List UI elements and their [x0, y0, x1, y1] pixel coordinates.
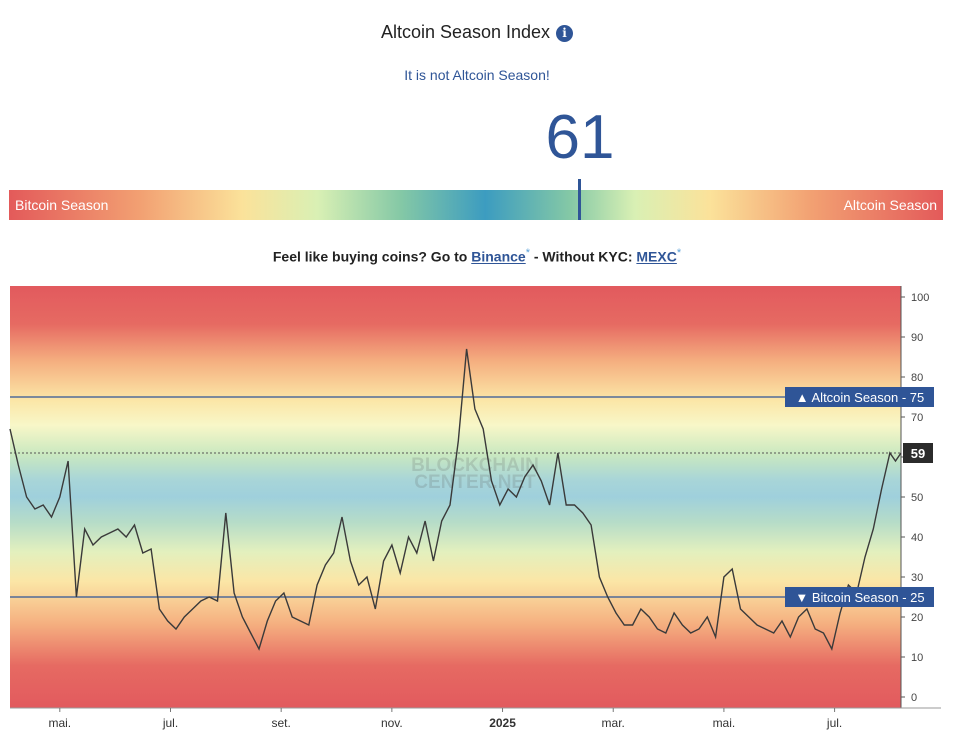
promo-text: Feel like buying coins? Go to Binance* -…: [0, 247, 954, 265]
y-tick-label: 40: [911, 532, 923, 544]
current-value-label: 59: [911, 446, 925, 461]
y-tick-label: 10: [911, 652, 923, 664]
current-value-badge: 59: [903, 443, 933, 463]
x-tick-label: mai.: [713, 716, 736, 730]
watermark-line-1: BLOCKCHAIN: [411, 455, 539, 476]
page-title: Altcoin Season Index: [380, 22, 551, 42]
promo-middle: - Without KYC:: [533, 248, 633, 265]
season-status: It is not Altcoin Season!: [404, 67, 550, 83]
x-tick-label: nov.: [381, 716, 403, 730]
x-axis-ticks: mai. jul. set. nov. 2025 mar. mai. jul.: [48, 708, 842, 730]
y-tick-label: 30: [911, 572, 923, 584]
gauge-label-bitcoin: Bitcoin Season: [15, 197, 109, 213]
watermark: BLOCKCHAIN CENTER.NET: [411, 455, 539, 493]
x-tick-label: set.: [272, 716, 291, 730]
mexc-mark: *: [676, 247, 682, 259]
threshold-labels: ▲ Altcoin Season - 75 ▼ Bitcoin Season - …: [785, 387, 934, 607]
y-tick-label: 50: [911, 492, 923, 504]
x-tick-label: mai.: [48, 716, 71, 730]
promo-prefix: Feel like buying coins? Go to: [272, 248, 468, 265]
threshold-label-bg: [785, 387, 934, 407]
y-tick-label: 70: [911, 412, 923, 424]
binance-mark: *: [525, 247, 530, 259]
index-value: 61: [545, 103, 615, 172]
threshold-label-bg: [785, 587, 934, 607]
gauge-marker: [578, 179, 581, 220]
threshold-label: ▲ Altcoin Season - 75: [796, 390, 925, 405]
current-value-badge-bg: [903, 443, 933, 463]
binance-link[interactable]: Binance: [471, 248, 526, 265]
y-tick-label: 100: [911, 292, 929, 304]
index-series-line: [9, 348, 902, 652]
y-tick-label: 90: [911, 332, 923, 344]
info-icon[interactable]: i: [556, 25, 574, 42]
x-tick-label: 2025: [489, 716, 516, 730]
page-title-row: Altcoin Season Index i: [0, 22, 954, 43]
season-gauge: Bitcoin Season Altcoin Season: [9, 190, 943, 220]
y-tick-label: 20: [911, 612, 923, 624]
threshold-lines: [10, 396, 901, 598]
threshold-label: ▼ Bitcoin Season - 25: [795, 590, 924, 605]
y-tick-label: 0: [911, 692, 917, 704]
y-axis-ticks: 0102030405060708090100: [901, 292, 929, 704]
gauge-label-altcoin: Altcoin Season: [843, 197, 937, 213]
mexc-link[interactable]: MEXC: [636, 248, 677, 265]
y-tick-label: 80: [911, 372, 923, 384]
watermark-line-2: CENTER.NET: [414, 472, 536, 493]
x-tick-label: jul.: [162, 716, 178, 730]
chart-background: [10, 286, 901, 708]
altcoin-index-chart: 0102030405060708090100 mai.jul.set.nov.2…: [9, 286, 941, 730]
x-tick-label: mar.: [602, 716, 625, 730]
x-tick-label: jul.: [826, 716, 842, 730]
